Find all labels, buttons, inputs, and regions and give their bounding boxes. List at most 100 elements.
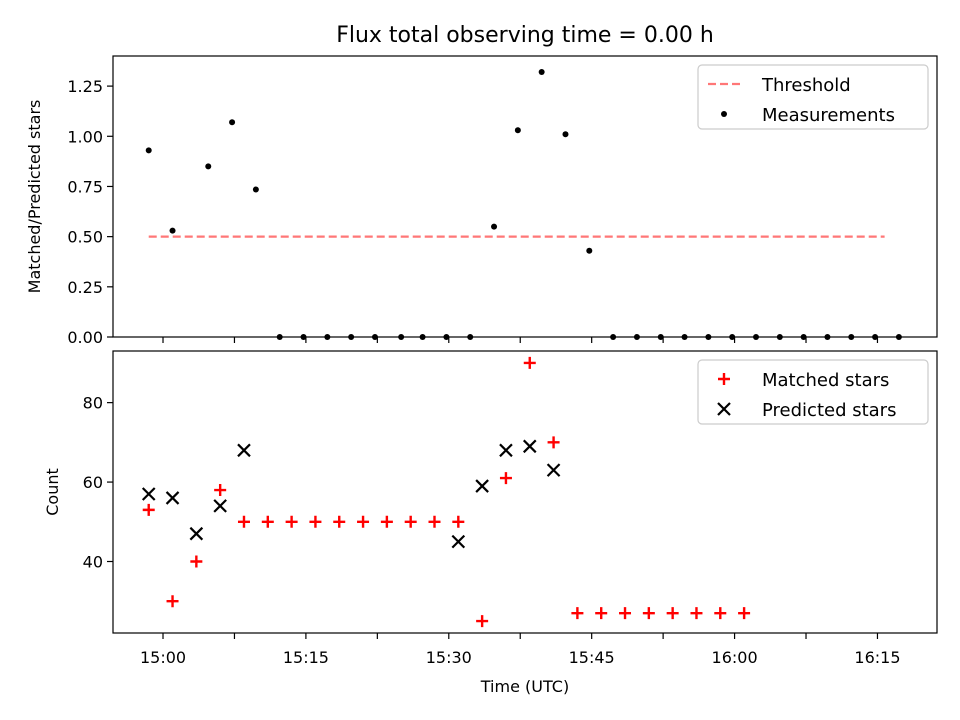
- count-ytick-label: 80: [83, 394, 103, 413]
- ratio-legend: [697, 64, 929, 130]
- ratio-dot-point: [538, 69, 545, 76]
- count-x-point: [141, 487, 156, 501]
- count-plus-point: [237, 515, 250, 528]
- ratio-dot-point: [586, 247, 593, 254]
- legend-label: Predicted stars: [762, 400, 896, 421]
- ratio-dot-point: [443, 334, 450, 340]
- xtick-label: 15:15: [283, 648, 329, 667]
- ratio-dot-point: [491, 223, 498, 230]
- count-plus-point: [142, 503, 155, 516]
- ratio-dot-point: [371, 334, 378, 340]
- count-plus-point: [261, 515, 274, 528]
- count-ytick-label: 60: [83, 473, 103, 492]
- count-plus-point: [571, 607, 584, 620]
- ratio-dot-point: [276, 334, 283, 340]
- count-x-point: [213, 499, 227, 513]
- xlabel: Time (UTC): [480, 677, 569, 696]
- count-plus-point: [214, 484, 227, 497]
- count-plus-point: [428, 515, 441, 528]
- count-plus-point: [380, 515, 393, 528]
- legend-plus-swatch: [718, 373, 730, 385]
- legend-dot-swatch: [721, 111, 727, 117]
- count-x-point: [546, 463, 561, 477]
- count-plus-point: [357, 515, 370, 528]
- ratio-dot-point: [348, 334, 355, 340]
- count-plus-point: [166, 595, 179, 608]
- count-ylabel: Count: [43, 468, 62, 516]
- ratio-ytick-label: 1.00: [67, 127, 103, 146]
- ratio-dot-point: [467, 334, 474, 340]
- top-panel: 0.00 0.25 0.50 0.75 1.00 1.25 Flux total obser…: [25, 23, 938, 347]
- count-legend: [697, 359, 929, 425]
- ratio-dot-point: [398, 334, 405, 340]
- count-plus-point: [309, 515, 322, 528]
- ratio-ytick-label: 0.75: [67, 177, 103, 196]
- ratio-dot-point: [229, 119, 236, 126]
- ratio-dot-point: [324, 334, 331, 340]
- ratio-ytick-label: 1.25: [67, 77, 103, 96]
- bottom-panel: 40 60 80 15:00 15:15 15:30 15:45 16:00 16:15 Coun…: [43, 350, 938, 696]
- count-plus-point: [690, 607, 703, 620]
- count-plus-point: [714, 607, 727, 620]
- count-plus-point: [476, 615, 489, 628]
- ratio-dot-point: [800, 334, 807, 340]
- count-ytick-label: 40: [83, 553, 103, 572]
- ratio-dot-point: [145, 147, 152, 154]
- ratio-dot-point: [419, 334, 426, 340]
- legend-label: Measurements: [762, 105, 895, 126]
- count-plus-point: [619, 607, 632, 620]
- ratio-dot-point: [848, 334, 855, 340]
- ratio-dot-point: [776, 334, 783, 340]
- count-plus-point: [642, 607, 655, 620]
- ratio-dot-point: [252, 186, 259, 193]
- xtick-label: 15:45: [569, 648, 615, 667]
- ratio-ytick-label: 0.25: [67, 278, 103, 297]
- count-x-point: [499, 443, 513, 458]
- count-plus-point: [595, 607, 608, 620]
- ratio-dot-point: [169, 227, 176, 234]
- count-x-point: [522, 439, 537, 454]
- count-plus-point: [333, 515, 346, 528]
- count-plus-point: [547, 436, 560, 449]
- xtick-label: 16:15: [854, 648, 900, 667]
- ratio-dot-point: [824, 334, 831, 340]
- count-x-point: [165, 491, 180, 505]
- count-plus-point: [499, 472, 512, 485]
- ratio-dot-point: [633, 334, 640, 340]
- legend-label: Threshold: [761, 75, 851, 96]
- ratio-ytick-label: 0.50: [67, 228, 103, 247]
- ratio-axes-frame: [112, 55, 938, 338]
- ratio-dot-point: [681, 334, 688, 340]
- count-plus-point: [190, 555, 203, 568]
- chart-title: Flux total observing time = 0.00 h: [336, 23, 714, 48]
- ratio-ylabel: Matched/Predicted stars: [25, 100, 44, 294]
- ratio-dot-point: [872, 334, 879, 340]
- count-plus-point: [666, 607, 679, 620]
- count-plus-point: [452, 515, 465, 528]
- count-x-point: [475, 479, 489, 493]
- ratio-dot-point: [610, 334, 617, 340]
- ratio-dot-point: [729, 334, 736, 340]
- ratio-dot-point: [514, 127, 521, 134]
- xtick-label: 15:30: [426, 648, 472, 667]
- count-plus-point: [523, 356, 536, 369]
- ratio-dot-point: [300, 334, 307, 340]
- count-x-point: [189, 526, 204, 541]
- ratio-dot-point: [657, 334, 664, 340]
- count-plus-point: [404, 515, 417, 528]
- count-x-point: [451, 534, 466, 549]
- count-plus-point: [738, 607, 751, 620]
- count-axes-frame: [112, 350, 938, 634]
- xtick-label: 15:00: [140, 648, 186, 667]
- count-plus-point: [285, 515, 298, 528]
- legend-x-swatch: [717, 402, 731, 416]
- ratio-ytick-label: 0.00: [67, 328, 103, 347]
- ratio-dot-point: [895, 334, 902, 340]
- ratio-dot-point: [562, 131, 569, 138]
- legend-label: Matched stars: [762, 370, 889, 391]
- ratio-dot-point: [753, 334, 760, 340]
- ratio-dot-point: [705, 334, 712, 340]
- xtick-label: 16:00: [712, 648, 758, 667]
- count-x-point: [237, 443, 251, 458]
